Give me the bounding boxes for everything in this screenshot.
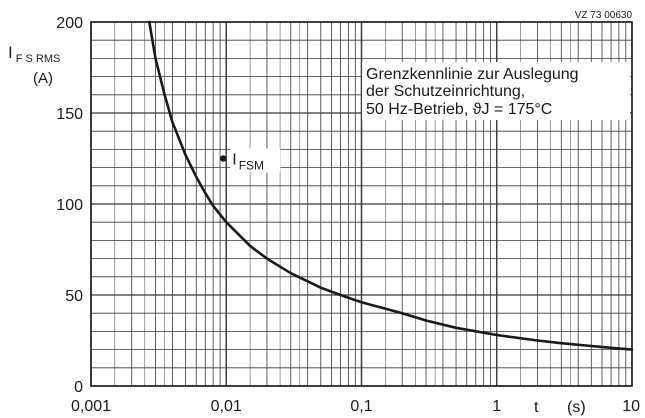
- x-tick-label: 1: [492, 398, 501, 415]
- y-tick-label: 50: [65, 288, 83, 305]
- x-tick-labels: 0,001 0,01 0,1 1 10: [71, 398, 640, 415]
- y-tick-label: 0: [74, 379, 83, 396]
- point-label: I FSM: [232, 152, 264, 173]
- x-axis-unit: (s): [567, 399, 586, 416]
- x-tick-label: 0,001: [71, 398, 111, 415]
- point-label-background: [230, 148, 281, 173]
- ifsm-marker: I FSM: [220, 148, 281, 173]
- x-axis-symbol: t: [534, 399, 539, 416]
- plot-frame: [90, 21, 633, 387]
- y-axis-subscript: F S RMS: [16, 53, 61, 65]
- document-id: VZ 73 00630: [575, 10, 633, 21]
- x-tick-label: 10: [622, 398, 640, 415]
- x-axis-label: t (s): [534, 399, 586, 416]
- annotation-line-2: der Schutzeinrichtung,: [366, 83, 525, 100]
- grid: [90, 21, 633, 387]
- y-tick-label: 150: [56, 106, 83, 123]
- annotation-line-1: Grenzkennlinie zur Auslegung: [366, 66, 579, 83]
- annotation-box: Grenzkennlinie zur Auslegung der Schutze…: [362, 62, 630, 120]
- y-tick-label: 200: [56, 15, 83, 32]
- point-label-subscript: FSM: [239, 159, 264, 173]
- x-tick-label: 0,01: [211, 398, 242, 415]
- point-label-symbol: I: [232, 152, 236, 169]
- x-tick-label: 0,1: [350, 398, 372, 415]
- y-axis-symbol: I: [8, 43, 13, 62]
- y-axis-unit: (A): [33, 70, 53, 87]
- series-line: [148, 20, 634, 351]
- data-point-ifsm: [220, 155, 227, 162]
- y-tick-labels: 0 50 100 150 200: [56, 15, 83, 396]
- annotation-background: [362, 62, 630, 120]
- annotation-line-3: 50 Hz-Betrieb, ϑJ = 175°C: [366, 101, 552, 118]
- y-tick-label: 100: [56, 197, 83, 214]
